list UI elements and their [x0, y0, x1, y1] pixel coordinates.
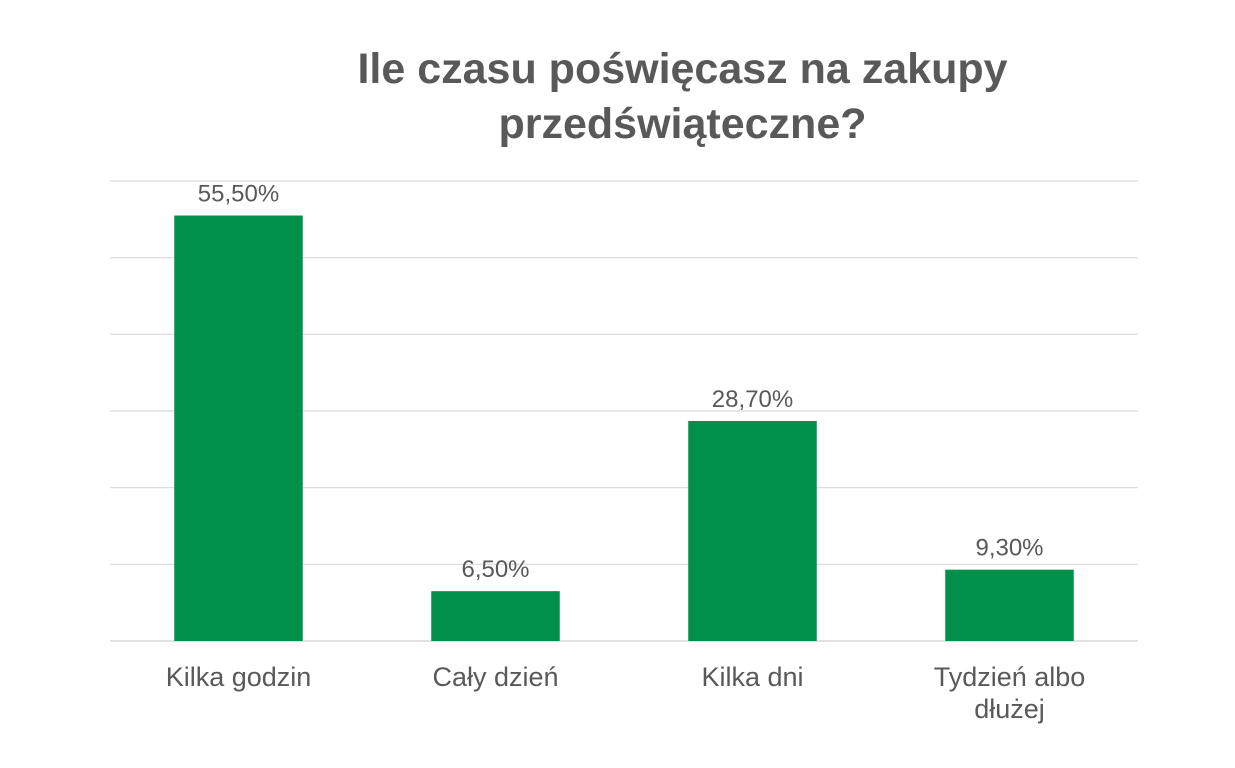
x-tick-label-line: Cały dzień — [432, 662, 559, 692]
chart-title-line-1: Ile czasu poświęcasz na zakupy — [357, 45, 1008, 93]
bars — [174, 215, 1074, 641]
x-tick-label: Kilka godzin — [124, 661, 354, 693]
bar — [945, 569, 1074, 641]
x-tick-label: Kilka dni — [638, 661, 868, 693]
data-label: 55,50% — [198, 181, 279, 208]
x-tick-label-line: dłużej — [974, 694, 1045, 724]
data-label: 9,30% — [975, 535, 1043, 562]
bar — [688, 420, 817, 641]
x-tick-label: Cały dzień — [381, 661, 611, 693]
bar — [174, 215, 303, 641]
x-tick-label-line: Kilka godzin — [165, 662, 312, 692]
chart-title: Ile czasu poświęcasz na zakupy przedświą… — [0, 42, 1235, 152]
data-label: 28,70% — [712, 386, 793, 413]
bar — [431, 591, 560, 641]
x-tick-label-line: Tydzień albo — [933, 662, 1086, 692]
x-tick-label: Tydzień albo dłużej — [895, 661, 1125, 725]
data-labels: 55,50% 6,50% 28,70% 9,30% — [198, 181, 1044, 584]
chart-title-line-2: przedświąteczne? — [498, 100, 867, 148]
x-tick-label-line: Kilka dni — [701, 662, 804, 692]
data-label: 6,50% — [461, 556, 529, 583]
